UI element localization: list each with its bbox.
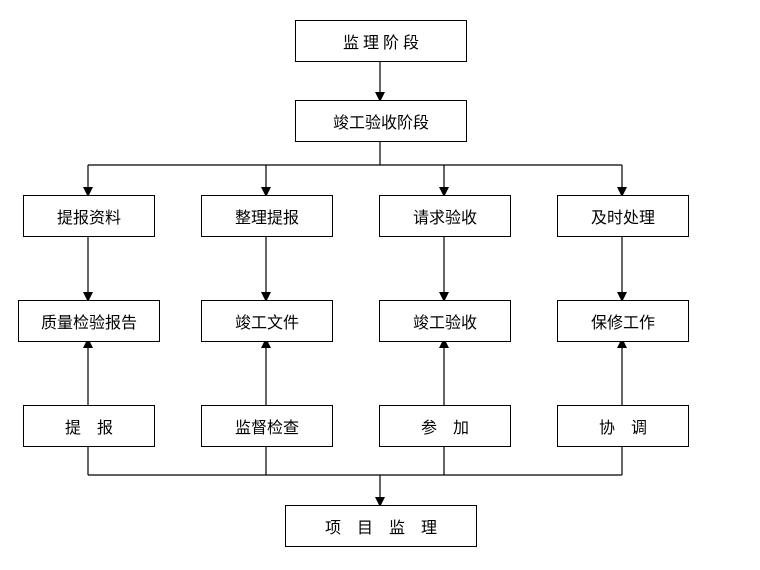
node-label: 参 加 (421, 414, 469, 438)
node-label: 提 报 (65, 414, 113, 438)
node-label: 整理提报 (235, 204, 299, 228)
node-label: 项 目 监 理 (325, 514, 437, 538)
node-label: 竣工验收阶段 (333, 109, 429, 133)
node-c4r3: 协 调 (557, 405, 689, 447)
node-c4r2: 保修工作 (557, 300, 689, 342)
node-label: 及时处理 (591, 204, 655, 228)
node-label: 竣工验收 (413, 309, 477, 333)
node-label: 保修工作 (591, 309, 655, 333)
node-stage: 竣工验收阶段 (295, 100, 467, 142)
node-label: 质量检验报告 (41, 309, 137, 333)
flowchart-edges (0, 0, 760, 570)
node-c3r1: 请求验收 (379, 195, 511, 237)
node-label: 提报资料 (57, 204, 121, 228)
flowchart-canvas: 监 理 阶 段 竣工验收阶段 提报资料 整理提报 请求验收 及时处理 质量检验报… (0, 0, 760, 570)
node-label: 请求验收 (413, 204, 477, 228)
node-c2r2: 竣工文件 (201, 300, 333, 342)
node-c1r1: 提报资料 (23, 195, 155, 237)
node-c3r3: 参 加 (379, 405, 511, 447)
node-top: 监 理 阶 段 (295, 20, 467, 62)
node-c2r1: 整理提报 (201, 195, 333, 237)
node-label: 协 调 (599, 414, 647, 438)
node-bottom: 项 目 监 理 (285, 505, 477, 547)
node-c1r2: 质量检验报告 (18, 300, 160, 342)
node-c3r2: 竣工验收 (379, 300, 511, 342)
node-c4r1: 及时处理 (557, 195, 689, 237)
node-c2r3: 监督检查 (201, 405, 333, 447)
node-label: 监督检查 (235, 414, 299, 438)
node-c1r3: 提 报 (23, 405, 155, 447)
node-label: 监 理 阶 段 (343, 29, 419, 53)
node-label: 竣工文件 (235, 309, 299, 333)
